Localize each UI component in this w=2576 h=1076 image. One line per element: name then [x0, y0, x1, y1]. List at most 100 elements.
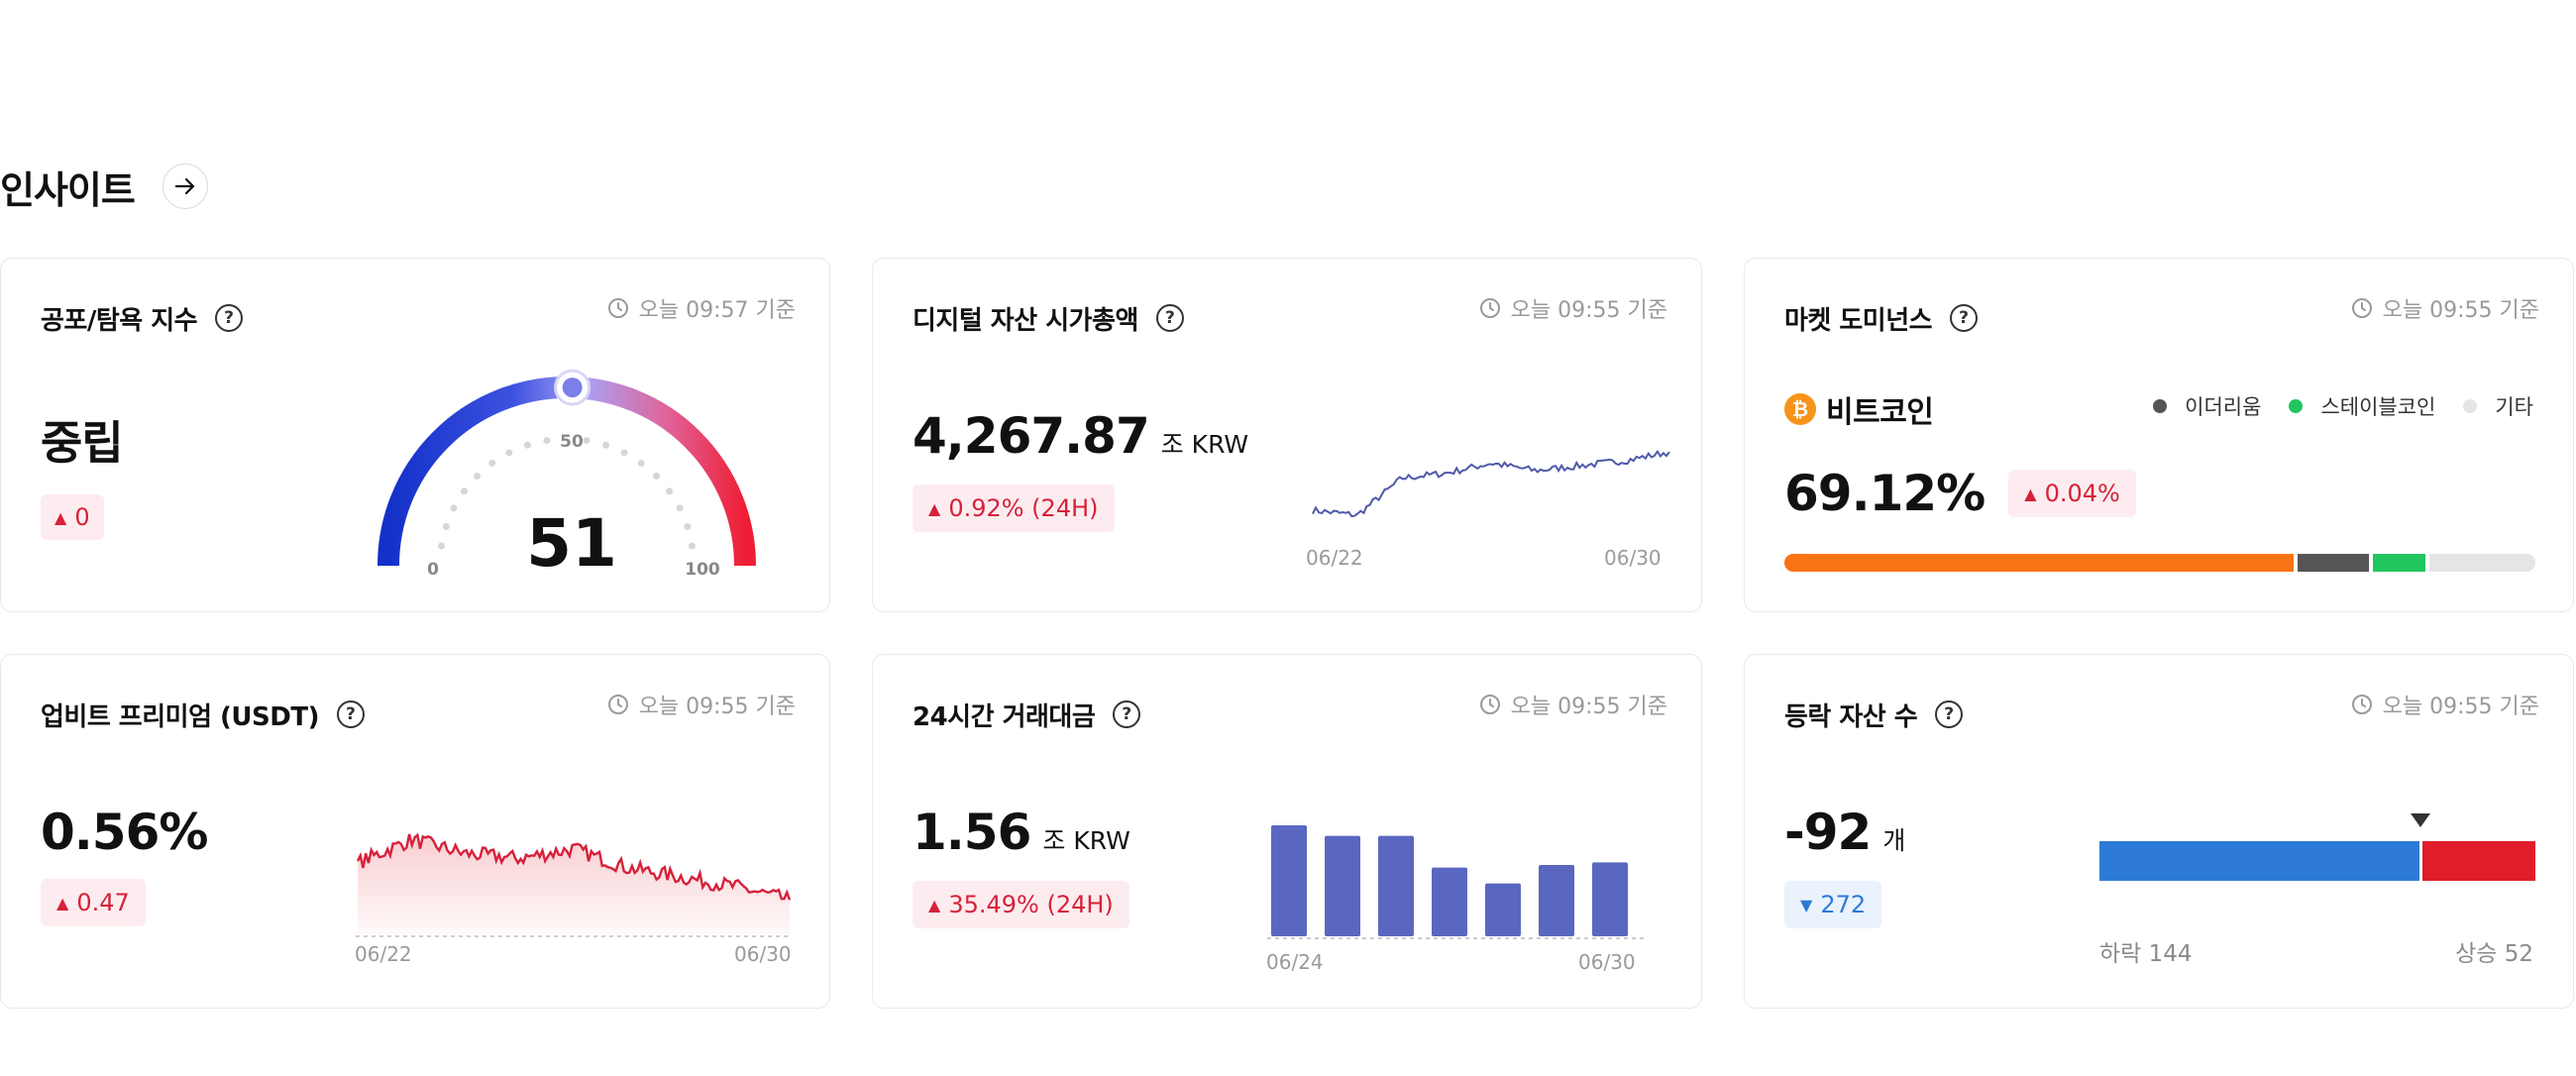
bar-stablecoin — [2373, 554, 2425, 572]
volume-bar — [1325, 835, 1360, 936]
gauge-tick — [688, 542, 696, 550]
help-icon[interactable]: ? — [1113, 700, 1141, 728]
market-cap-card[interactable]: 디지털 자산 시가총액 ? 오늘 09:55 기준 4,267.87 조 KRW… — [872, 258, 1702, 612]
clock-icon — [1479, 298, 1500, 318]
bar-bitcoin — [1784, 554, 2294, 572]
change-value: 0.47 — [76, 889, 130, 916]
card-title-row: 마켓 도미넌스 ? — [1784, 298, 1979, 338]
updown-value: -92 — [1784, 804, 1872, 861]
bar-other — [2429, 554, 2535, 572]
gauge-tick — [488, 459, 496, 467]
change-value: 0.92% (24H) — [948, 494, 1099, 522]
change-badge: ▲ 0.92% (24H) — [912, 484, 1115, 532]
up-triangle-icon: ▲ — [56, 893, 69, 913]
gauge-pointer — [554, 369, 591, 406]
gauge-tick — [637, 459, 645, 467]
dominance-value: 69.12% — [1784, 465, 1986, 522]
premium-value: 0.56% — [41, 804, 208, 861]
up-count-label: 상승 52 — [2455, 941, 2533, 967]
timestamp-text: 오늘 09:55 기준 — [1510, 298, 1667, 323]
volume-bar — [1485, 883, 1521, 936]
updown-card[interactable]: 등락 자산 수 ? 오늘 09:55 기준 -92 개 ▼ 272 하락 144… — [1744, 654, 2574, 1009]
gauge-tick — [684, 522, 692, 530]
card-title-row: 24시간 거래대금 ? — [912, 695, 1141, 734]
premium-line — [356, 832, 792, 901]
change-badge: ▲ 35.49% (24H) — [912, 881, 1129, 928]
change-value: 0 — [74, 503, 90, 531]
clock-icon — [607, 298, 628, 318]
fear-greed-gauge: 0 50 100 51 — [377, 369, 756, 582]
section-header: 인사이트 — [0, 159, 208, 214]
card-title-row: 공포/탐욕 지수 ? — [41, 298, 244, 338]
volume-bar — [1592, 862, 1628, 936]
market-cap-line-chart — [1312, 449, 1670, 518]
help-icon[interactable]: ? — [1155, 304, 1184, 332]
section-more-button[interactable] — [161, 163, 208, 209]
timestamp-text: 오늘 09:55 기준 — [1510, 695, 1667, 719]
help-icon[interactable]: ? — [1935, 700, 1964, 728]
market-cap-value: 4,267.87 — [912, 407, 1150, 465]
volume-bar — [1271, 825, 1307, 936]
updown-bar — [2099, 841, 2535, 881]
asset-name: 비트코인 — [1826, 395, 1934, 430]
help-icon[interactable]: ? — [336, 700, 365, 728]
card-title: 등락 자산 수 — [1784, 701, 1918, 732]
change-badge: ▲ 0.04% — [2008, 470, 2136, 517]
dominance-bar — [1784, 554, 2535, 572]
gauge-max-label: 100 — [685, 560, 720, 580]
up-triangle-icon: ▲ — [54, 507, 67, 527]
down-triangle-icon: ▼ — [1800, 895, 1813, 915]
change-badge: ▼ 272 — [1784, 881, 1882, 928]
updown-unit: 개 — [1882, 826, 1906, 855]
gauge-tick — [543, 437, 551, 445]
bar-ethereum — [2298, 554, 2369, 572]
change-badge: ▲ 0.47 — [41, 879, 146, 926]
card-title-row: 등락 자산 수 ? — [1784, 695, 1964, 734]
premium-card[interactable]: 업비트 프리미엄 (USDT) ? 오늘 09:55 기준 0.56% ▲ 0.… — [0, 654, 830, 1009]
market-cap-unit: 조 KRW — [1160, 430, 1249, 459]
help-icon[interactable]: ? — [215, 304, 244, 332]
bar-divider — [2419, 841, 2422, 881]
x-axis-end: 06/30 — [1578, 950, 1636, 974]
legend-dot-ethereum — [2153, 399, 2168, 413]
change-value: 35.49% (24H) — [948, 891, 1114, 918]
volume-bar-chart — [1267, 825, 1644, 939]
section-title: 인사이트 — [0, 167, 136, 212]
x-axis-start: 06/22 — [1306, 546, 1363, 570]
volume-value: 1.56 — [912, 804, 1031, 861]
card-title: 공포/탐욕 지수 — [41, 305, 198, 336]
legend-ethereum: 이더리움 — [2185, 395, 2262, 419]
card-title: 24시간 거래대금 — [912, 701, 1096, 732]
up-triangle-icon: ▲ — [928, 895, 941, 915]
bitcoin-icon: ₿ — [1784, 393, 1816, 425]
gauge-tick — [442, 522, 450, 530]
premium-area-chart — [356, 832, 792, 937]
timestamp: 오늘 09:57 기준 — [607, 292, 796, 324]
marker-icon — [2411, 813, 2430, 827]
gauge-tick — [676, 504, 684, 512]
gauge-tick — [602, 441, 610, 449]
clock-icon — [1479, 695, 1500, 714]
help-icon[interactable]: ? — [1950, 304, 1979, 332]
legend-dot-other — [2463, 399, 2478, 413]
timestamp: 오늘 09:55 기준 — [607, 689, 796, 720]
gauge-value: 51 — [526, 505, 617, 582]
gauge-tick — [653, 472, 661, 480]
fear-greed-card[interactable]: 공포/탐욕 지수 ? 오늘 09:57 기준 중립 ▲ 0 0 50 — [0, 258, 830, 612]
volume-card[interactable]: 24시간 거래대금 ? 오늘 09:55 기준 1.56 조 KRW ▲ 35.… — [872, 654, 1702, 1009]
card-title-row: 디지털 자산 시가총액 ? — [912, 298, 1184, 338]
volume-bar — [1539, 865, 1574, 936]
timestamp: 오늘 09:55 기준 — [1479, 292, 1667, 324]
volume-bar — [1378, 835, 1414, 936]
gauge-tick — [583, 437, 590, 445]
gauge-mid-label: 50 — [560, 432, 584, 452]
timestamp: 오늘 09:55 기준 — [2351, 689, 2539, 720]
legend-stablecoin: 스테이블코인 — [2320, 395, 2436, 419]
legend-dot-stablecoin — [2289, 399, 2304, 413]
down-count-label: 하락 144 — [2099, 941, 2193, 967]
clock-icon — [2351, 298, 2372, 318]
timestamp-text: 오늘 09:55 기준 — [2382, 298, 2539, 323]
dominance-legend: 이더리움 스테이블코인 기타 — [2153, 391, 2533, 421]
gauge-tick — [438, 542, 446, 550]
dominance-card[interactable]: 마켓 도미넌스 ? 오늘 09:55 기준 ₿ 비트코인 이더리움 스테이블코인… — [1744, 258, 2574, 612]
